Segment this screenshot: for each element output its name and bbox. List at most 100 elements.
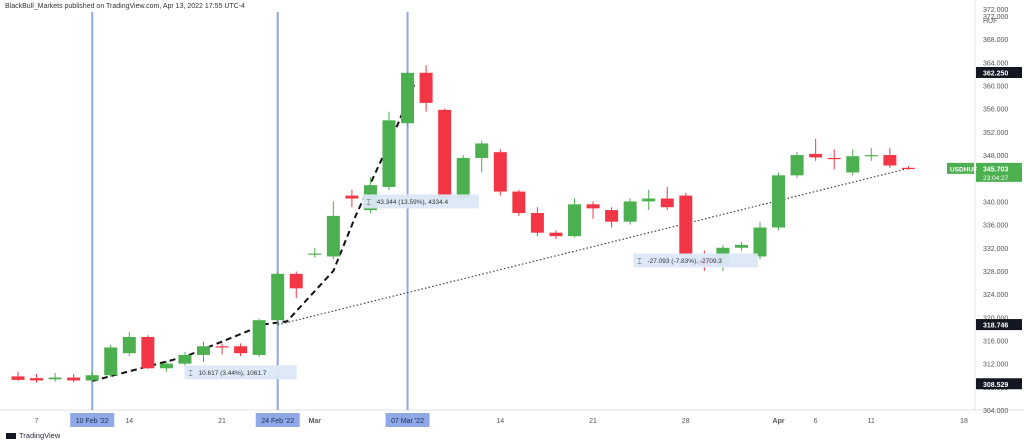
candle-body: [827, 157, 841, 160]
trend-line: [277, 167, 909, 326]
y-tick-label: 316.000: [983, 338, 1008, 345]
y-tick-label: 336.000: [983, 223, 1008, 230]
symbol-tag: [947, 162, 974, 174]
candle-body: [512, 191, 526, 213]
candle-body: [11, 376, 25, 380]
candle-body: [382, 120, 396, 187]
y-tick-label: 364.000: [983, 60, 1008, 67]
y-tick-label: 328.000: [983, 269, 1008, 276]
candle-body: [456, 157, 470, 199]
price-label: 308.529: [983, 382, 1008, 389]
x-tick-label: 11: [868, 418, 875, 425]
candle-body: [530, 213, 544, 233]
measure-label: 43.344 (13.59%), 4334.4: [377, 199, 449, 206]
price-label-badge: [976, 66, 1022, 78]
candle-body: [122, 336, 136, 354]
candle-body: [234, 346, 248, 354]
range-icon: ⌶: [367, 198, 371, 206]
price-label: 318.746: [983, 323, 1008, 330]
x-tick-label: 14: [496, 418, 504, 425]
y-tick-label: 368.000: [983, 37, 1008, 44]
candle-body: [549, 232, 563, 237]
brand-label: TradingView: [19, 431, 61, 440]
y-tick-label: 340.000: [983, 199, 1008, 206]
candle-body: [178, 354, 192, 364]
candle-body: [326, 215, 340, 257]
candle-body: [85, 375, 99, 381]
measure-label: 10.617 (3.44%), 1061.7: [199, 370, 267, 377]
candle-body: [438, 109, 452, 199]
date-marker-badge: [70, 413, 115, 427]
candle-body: [67, 377, 81, 381]
candle-body: [30, 378, 44, 381]
range-icon: ⌶: [637, 258, 641, 266]
y-tick-label: 372.000: [983, 7, 1008, 14]
y-tick-label: 332.000: [983, 246, 1008, 253]
candle-body: [401, 72, 415, 124]
date-marker-label: 07 Mar '22: [391, 418, 424, 425]
candle-body: [252, 320, 266, 355]
candle-body: [901, 167, 915, 170]
symbol-tag-label: USDHUF: [950, 166, 977, 173]
candle-body: [568, 204, 581, 237]
y-tick-label: 372.000: [983, 14, 1008, 21]
x-tick-label: 28: [682, 418, 690, 425]
date-marker-label: 24 Feb '22: [261, 418, 294, 425]
candle-body: [48, 377, 62, 380]
candle-body: [864, 155, 878, 157]
y-tick-label: 312.000: [983, 362, 1008, 369]
candle-body: [660, 198, 674, 208]
candle-body: [809, 153, 823, 158]
candle-body: [159, 363, 173, 369]
countdown-label: 23:04:27: [983, 175, 1009, 182]
measure-box: [633, 253, 758, 268]
tradingview-brand[interactable]: TradingView: [6, 431, 60, 440]
candle-body: [493, 152, 507, 192]
x-tick-label: Mar: [309, 418, 322, 425]
publisher-header: BlackBull_Markets published on TradingVi…: [5, 3, 245, 10]
candle-body: [605, 210, 619, 222]
y-tick-label: 324.000: [983, 292, 1008, 299]
measure-label: -27.093 (-7.83%), -2709.3: [647, 258, 722, 265]
candle-body: [623, 201, 637, 222]
measure-box: [184, 365, 297, 380]
candle-body: [586, 204, 600, 209]
y-tick-label: 360.000: [983, 84, 1008, 91]
y-tick-label: 320.000: [983, 315, 1008, 322]
candle-body: [679, 195, 693, 254]
candle-body: [308, 253, 322, 255]
tradingview-logo-icon: [6, 432, 16, 439]
candle-body: [197, 346, 210, 355]
y-tick-label: 348.000: [983, 153, 1008, 160]
candle-body: [753, 227, 767, 257]
candle-body: [734, 244, 748, 248]
x-tick-label: Apr: [773, 418, 785, 425]
candle-body: [271, 273, 285, 321]
candle-body: [772, 175, 786, 228]
x-tick-label: 21: [589, 418, 597, 425]
price-label-badge: [976, 319, 1022, 331]
price-label-badge: [976, 162, 1022, 182]
x-tick-label: 21: [218, 418, 226, 425]
date-marker-label: 10 Feb '22: [76, 418, 109, 425]
candle-body: [141, 336, 155, 369]
range-icon: ⌶: [189, 369, 193, 377]
measure-box: [362, 194, 479, 209]
candle-body: [215, 346, 229, 348]
candle-body: [104, 347, 118, 376]
candle-body: [345, 195, 359, 199]
currency-label: HUF: [983, 18, 997, 25]
price-label-badge: [976, 378, 1022, 390]
date-marker-badge: [255, 413, 300, 427]
price-label: 362.250: [983, 70, 1008, 77]
y-tick-label: 352.000: [983, 130, 1008, 137]
x-tick-label: 6: [814, 418, 818, 425]
candle-body: [475, 143, 489, 158]
candle-body: [289, 273, 303, 289]
x-tick-label: 7: [35, 418, 39, 425]
y-tick-label: 356.000: [983, 107, 1008, 114]
candle-body: [419, 72, 433, 103]
price-label: 345.703: [983, 166, 1008, 173]
x-tick-label: 14: [125, 418, 133, 425]
